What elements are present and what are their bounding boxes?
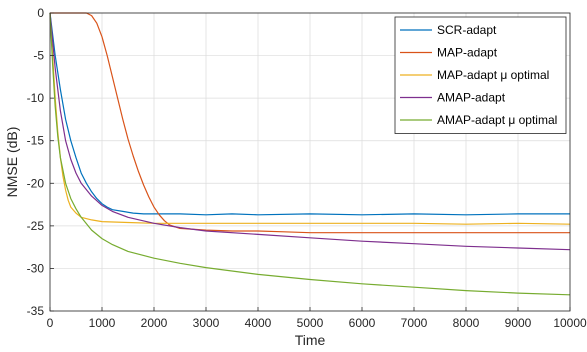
y-tick-label: -15 xyxy=(27,134,45,148)
legend-label: SCR-adapt xyxy=(437,23,497,37)
legend-label: AMAP-adapt xyxy=(437,91,506,105)
x-tick-label: 8000 xyxy=(453,316,480,330)
legend-label: AMAP-adapt μ optimal xyxy=(437,113,557,127)
series-line-4 xyxy=(49,12,571,251)
x-tick-label: 6000 xyxy=(349,316,376,330)
legend-label: MAP-adapt xyxy=(437,46,498,60)
y-tick-label: -20 xyxy=(27,176,45,190)
x-tick-label: 7000 xyxy=(401,316,428,330)
x-tick-label: 0 xyxy=(47,316,54,330)
x-tick-label: 5000 xyxy=(297,316,324,330)
y-tick-label: -5 xyxy=(33,49,44,63)
series-line-1 xyxy=(49,12,570,216)
legend-label: MAP-adapt μ optimal xyxy=(437,68,549,82)
x-tick-label: 3000 xyxy=(193,316,220,330)
x-axis-label: Time xyxy=(295,332,326,348)
y-tick-label: -35 xyxy=(27,304,45,318)
y-tick-label: -25 xyxy=(27,219,45,233)
series-line-5 xyxy=(49,12,571,296)
x-tick-label: 1000 xyxy=(89,316,116,330)
y-tick-label: -30 xyxy=(27,261,45,275)
x-tick-label: 10000 xyxy=(553,316,587,330)
x-tick-label: 2000 xyxy=(141,316,168,330)
ticks: 0 1000 2000 3000 4000 5000 6000 7000 8000 9000 100… xyxy=(27,6,587,330)
series-line-2 xyxy=(50,12,570,234)
legend: SCR-adapt MAP-adapt MAP-adapt μ optimal AMA… xyxy=(394,16,567,134)
x-tick-label: 4000 xyxy=(245,316,272,330)
y-axis-label: NMSE (dB) xyxy=(4,127,20,198)
series-lines xyxy=(49,12,571,296)
x-tick-label: 9000 xyxy=(505,316,532,330)
y-tick-label: -10 xyxy=(27,91,45,105)
y-tick-label: 0 xyxy=(37,6,44,20)
